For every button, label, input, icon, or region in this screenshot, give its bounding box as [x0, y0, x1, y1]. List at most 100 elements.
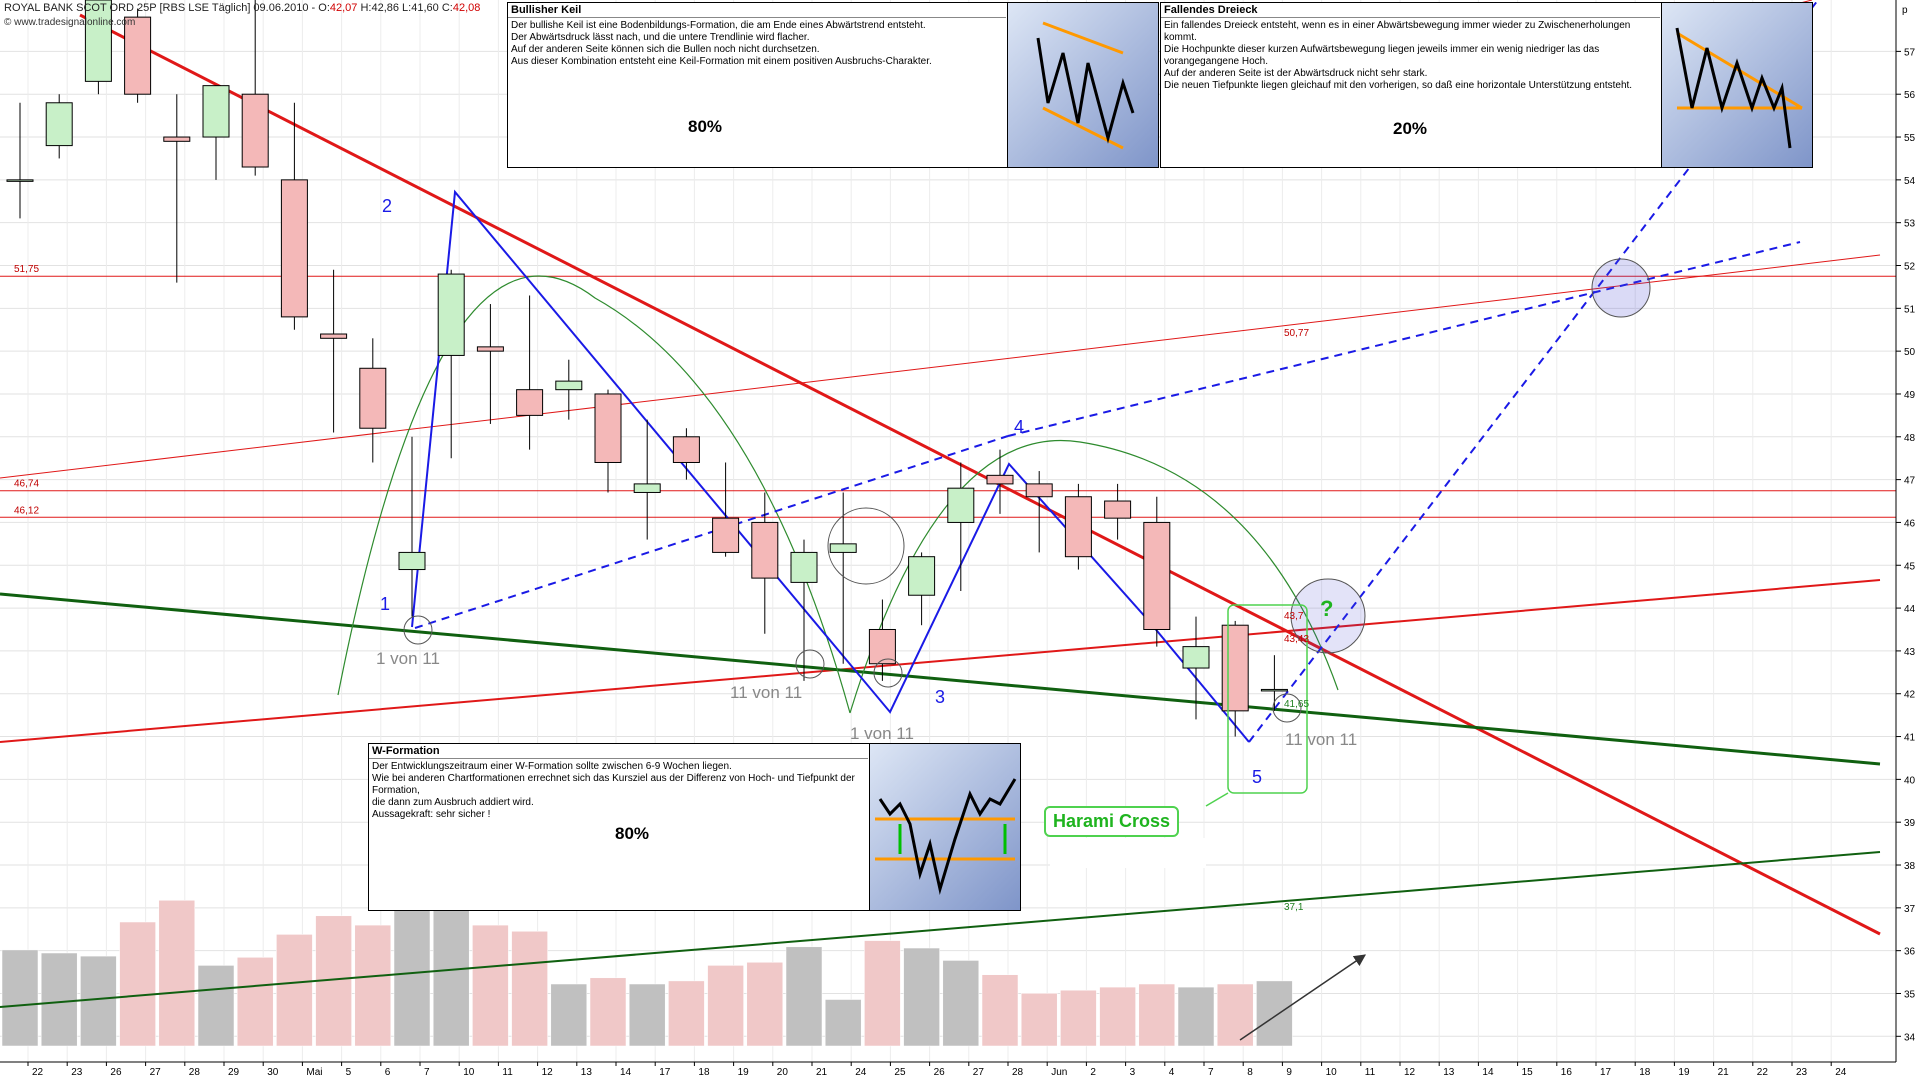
x-tick-label: 28 [1012, 1067, 1024, 1078]
candle-body [986, 474, 1014, 485]
header-low-label: L: [399, 2, 412, 14]
x-tick-label: 19 [1678, 1067, 1690, 1078]
x-tick-label: 24 [855, 1067, 867, 1078]
candle-body [1143, 521, 1171, 630]
volume-bar [80, 955, 117, 1047]
x-tick-label: Jun [1051, 1067, 1067, 1078]
volume-bar [824, 999, 862, 1047]
candle-body [241, 93, 269, 168]
y-axis-label: p [1902, 5, 1908, 16]
annotation-marks: 1 2 3 4 5 1 von 11 11 von 11 1 von 11 11 von 11?… [376, 196, 1651, 913]
volume-bar [40, 952, 78, 1047]
x-tick-label: 17 [1600, 1067, 1612, 1078]
x-tick-label: 27 [150, 1067, 162, 1078]
x-tick-label: 12 [1404, 1067, 1416, 1078]
value-label: 50,77 [1284, 328, 1309, 339]
candle-body [202, 85, 230, 138]
x-tick-label: 7 [424, 1067, 430, 1078]
header-close: 42,08 [452, 2, 481, 14]
x-tick-label: 21 [1718, 1067, 1730, 1078]
x-tick-label: 9 [1286, 1067, 1292, 1078]
wave-label: 2 [382, 196, 392, 216]
candle-body [594, 393, 622, 463]
level-label: 46,12 [14, 505, 39, 516]
y-tick-label: 54 [1904, 176, 1916, 187]
candle-body [1221, 624, 1249, 712]
candle-body [1260, 688, 1288, 692]
candle-body [1064, 496, 1092, 558]
harami-pointer [1205, 792, 1229, 807]
volume-bar [903, 947, 940, 1047]
x-tick-label: 18 [1639, 1067, 1651, 1078]
candle-body [947, 487, 975, 523]
x-tick-label: Mai [306, 1067, 322, 1078]
y-tick-label: 44 [1904, 604, 1916, 615]
header-high-label: H: [357, 2, 372, 14]
main-downtrend-line [79, 13, 1881, 936]
volume-bar [864, 940, 901, 1047]
x-tick-label: 23 [1796, 1067, 1808, 1078]
x-tick-label: 11 [1365, 1067, 1376, 1078]
volume-bar [1138, 983, 1176, 1047]
w-formation-illustration-icon [869, 744, 1020, 910]
candle-body [45, 102, 73, 147]
x-tick-label: 3 [1130, 1067, 1136, 1078]
volume-bar [119, 921, 156, 1047]
x-tick-label: 19 [738, 1067, 750, 1078]
wave-label: 4 [1014, 417, 1024, 437]
info-box-percent: 20% [1393, 119, 1428, 138]
pattern-circle [827, 507, 905, 585]
x-tick-label: 26 [110, 1067, 122, 1078]
volume-bar [197, 965, 235, 1047]
x-tick-label: 25 [894, 1067, 906, 1078]
y-tick-label: 43 [1904, 647, 1916, 658]
y-tick-label: 48 [1904, 433, 1916, 444]
volume-bar [511, 931, 548, 1047]
volume-bar [1256, 980, 1293, 1047]
info-box-text: Der bullishe Keil ist eine Bodenbildungs… [511, 20, 932, 67]
x-tick-label: 6 [385, 1067, 391, 1078]
header-title: ROYAL BANK SCOT ORD 25P [RBS LSE Täglich… [4, 2, 330, 14]
x-tick-label: 10 [1326, 1067, 1338, 1078]
x-tick-label: 16 [1561, 1067, 1573, 1078]
volume-bar [472, 924, 509, 1047]
marker-circle [795, 649, 825, 679]
info-box-percent: 80% [688, 117, 723, 136]
x-tick-label: 8 [1247, 1067, 1253, 1078]
value-label: 43,7 [1284, 611, 1304, 622]
volume-bar [432, 906, 470, 1047]
candle-body [84, 0, 112, 82]
x-tick-label: 28 [189, 1067, 201, 1078]
y-tick-label: 52 [1904, 262, 1916, 273]
x-tick-label: 17 [659, 1067, 671, 1078]
x-tick-label: 22 [32, 1067, 44, 1078]
candle-body [1182, 646, 1210, 669]
x-tick-label: 7 [1208, 1067, 1214, 1078]
volume-bar [746, 962, 784, 1047]
info-box-falling-triangle: Fallendes Dreieck Ein fallendes Dreieck … [1160, 2, 1813, 168]
x-tick-label: 20 [777, 1067, 789, 1078]
y-tick-label: 57 [1904, 47, 1916, 58]
y-tick-label: 38 [1904, 861, 1916, 872]
marker-text: 11 von 11 [730, 683, 802, 702]
x-tick-label: 4 [1169, 1067, 1175, 1078]
wave-pattern-line [411, 189, 1250, 743]
y-tick-label: 46 [1904, 518, 1916, 529]
x-tick-label: 26 [934, 1067, 946, 1078]
header-high: 42,86 [371, 2, 399, 14]
volume-bar [1177, 986, 1215, 1047]
y-tick-label: 45 [1904, 561, 1916, 572]
dashed-trend-line [414, 435, 1009, 629]
green-support-line [0, 592, 1881, 766]
volume-bar [785, 946, 823, 1047]
x-tick-label: 13 [581, 1067, 593, 1078]
marker-circle [1272, 693, 1302, 723]
candle-body [320, 333, 348, 339]
x-tick-label: 14 [1482, 1067, 1494, 1078]
candle-body [359, 367, 387, 429]
info-box-bullish-wedge: Bullisher Keil Der bullishe Keil ist ein… [507, 2, 1159, 168]
info-box-text: Ein fallendes Dreieck entsteht, wenn es … [1164, 20, 1633, 91]
candle-body [790, 551, 818, 583]
x-tick-label: 18 [698, 1067, 710, 1078]
